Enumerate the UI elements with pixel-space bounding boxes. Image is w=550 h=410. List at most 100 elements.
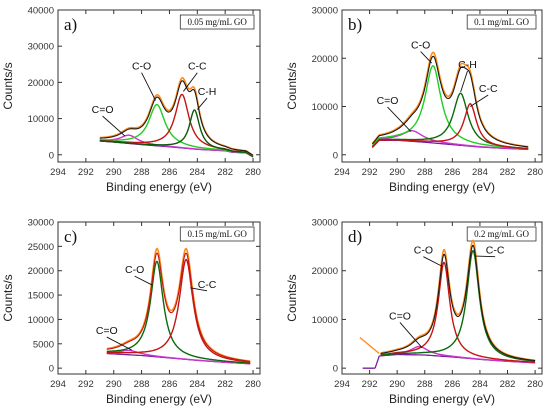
x-tick-label: 290 [106,379,122,390]
peak-label: C-H [198,86,217,98]
x-tick-label: 284 [472,167,488,178]
y-tick-label: 0 [333,150,338,161]
panel-label: a) [64,15,77,34]
x-tick-label: 294 [50,167,66,178]
peak-co-curve [380,261,536,363]
y-axis-label: Counts/s [1,62,15,109]
y-tick-label: 20000 [312,54,338,65]
panel-label: b) [348,15,362,34]
peak-label: C-O [132,61,151,73]
x-axis-label: Binding energy (eV) [106,392,212,406]
y-tick-label: 20000 [28,78,54,89]
note-text: 0.2 mg/mL GO [474,229,529,239]
x-tick-label: 280 [527,167,543,178]
peak-label: C-C [198,279,217,291]
y-tick-label: 0 [333,364,338,375]
peak-cc-curve [380,250,536,362]
y-tick-label: 30000 [28,42,54,53]
x-tick-label: 282 [500,379,516,390]
y-tick-label: 30000 [312,6,338,17]
peak-co-curve [106,260,251,364]
peak-label-leader [470,94,489,107]
x-tick-label: 286 [162,379,178,390]
peak-label-leader [190,287,208,292]
x-tick-label: 294 [334,167,350,178]
xps-panel-d: 0 10000 20000 30000 294 292 290 288 286 284 282 280… [285,218,543,407]
x-tick-label: 294 [334,379,350,390]
peak-label-leader [460,70,468,93]
peak-label-leader [475,255,496,258]
note-text: 0.1 mg/mL GO [474,17,529,27]
y-tick-label: 10000 [28,114,54,125]
panel-label: d) [348,227,362,246]
y-tick-label: 10000 [28,315,54,326]
peak-label-leader [420,51,432,64]
xps-panel-a: 0 10000 20000 30000 40000 294 292 290 288 286 284 2… [1,6,261,195]
fit-curve [99,80,254,156]
note-box [466,226,537,242]
peak-cdblo-curve [106,349,251,365]
x-tick-label: 292 [362,167,378,178]
y-axis-label: Counts/s [1,274,15,321]
peak-cc-curve [106,258,251,363]
y-tick-label: 20000 [28,266,54,277]
plot-frame [341,9,543,163]
peak-label: C-O [411,40,430,52]
peak-co-curve [371,65,529,150]
y-tick-label: 10000 [312,315,338,326]
x-tick-label: 280 [245,167,261,178]
xps-panel-c: 0 5000 10000 15000 20000 25000 30000 294 292 290 2… [1,218,261,407]
x-tick-label: 284 [189,379,205,390]
x-tick-label: 290 [389,167,405,178]
note-box [179,14,255,30]
peak-label-leader [183,72,198,92]
peak-label: C-C [188,61,207,73]
note-text: 0.15 mg/mL GO [187,229,247,239]
y-axis-label: Counts/s [285,274,299,321]
x-tick-label: 288 [134,167,150,178]
peak-cdblo-curve [371,130,529,150]
envelope-lead-curve [359,336,380,355]
x-tick-label: 288 [417,167,433,178]
fit-curve [106,252,251,362]
note-box [466,14,537,30]
panel-label: c) [64,227,77,246]
x-tick-label: 282 [217,379,233,390]
peak-label-leader [387,106,412,132]
y-tick-label: 30000 [312,218,338,229]
x-tick-label: 294 [50,379,66,390]
peak-label: C-C [479,83,498,95]
x-tick-label: 292 [78,379,94,390]
x-axis-label: Binding energy (eV) [106,180,212,194]
xps-panel-b: 0 10000 20000 30000 294 292 290 288 286 284 282 280… [285,6,543,195]
peak-label-leader [399,322,423,348]
peak-label-leader [423,256,442,267]
peak-label-leader [141,72,156,101]
fit-curve [371,55,529,148]
y-axis-label: Counts/s [285,62,299,109]
x-axis-label: Binding energy (eV) [389,392,495,406]
y-tick-label: 25000 [28,242,54,253]
peak-ch-curve [99,109,254,158]
peak-cc-curve [371,103,529,150]
x-tick-label: 284 [189,167,205,178]
y-tick-label: 10000 [312,102,338,113]
x-tick-label: 280 [527,379,543,390]
y-tick-label: 20000 [312,266,338,277]
peak-label: C-H [458,59,477,71]
peak-label: C-O [125,264,144,276]
x-tick-label: 288 [134,379,150,390]
x-tick-label: 292 [362,379,378,390]
y-tick-label: 30000 [28,218,54,229]
x-tick-label: 288 [417,379,433,390]
y-tick-label: 0 [49,364,54,375]
x-tick-label: 280 [245,379,261,390]
peak-label: C=O [92,104,114,116]
note-text: 0.05 mg/mL GO [187,17,247,27]
peak-label-leader [134,275,153,286]
y-tick-label: 0 [49,150,54,161]
x-tick-label: 286 [444,379,460,390]
peak-label-leader [102,115,126,137]
plot-frame [57,221,261,375]
